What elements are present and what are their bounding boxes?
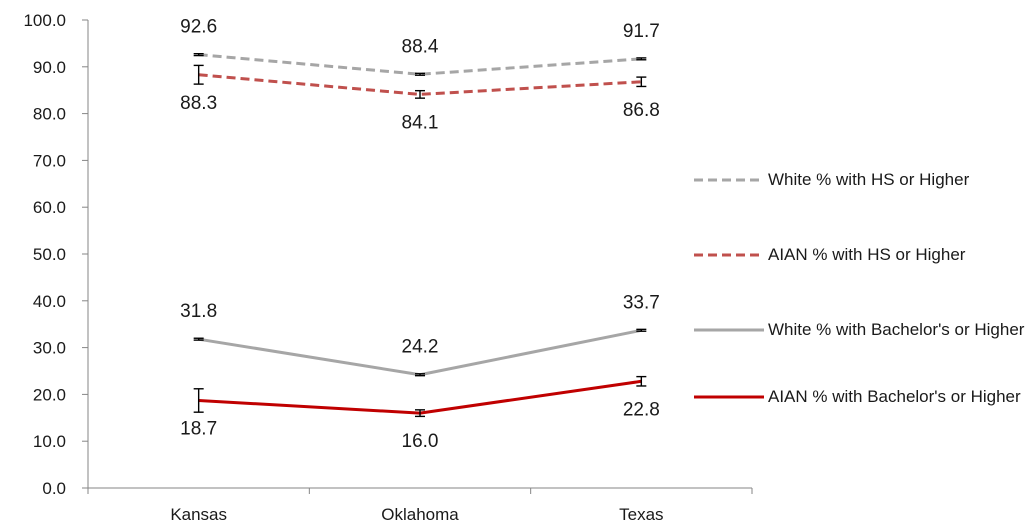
data-label: 92.6	[180, 17, 217, 38]
y-tick-label: 60.0	[33, 198, 66, 217]
y-tick-label: 50.0	[33, 245, 66, 264]
series-line	[198, 379, 642, 415]
x-tick-label: Texas	[619, 505, 663, 524]
data-label: 24.2	[402, 337, 439, 358]
series-4: 18.7 16.0 22.8	[180, 375, 660, 452]
legend-swatch-white-bachelors	[694, 328, 764, 332]
y-tick-label: 80.0	[33, 105, 66, 124]
y-tick-label: 70.0	[33, 151, 66, 170]
x-tick-label: Kansas	[170, 505, 227, 524]
data-label: 22.8	[623, 399, 660, 420]
y-tick-label: 40.0	[33, 292, 66, 311]
x-tick-label: Oklahoma	[381, 505, 459, 524]
data-label: 91.7	[623, 21, 660, 42]
legend-item-aian-hs: AIAN % with HS or Higher	[692, 243, 1034, 266]
series-line	[198, 73, 642, 96]
legend-label-aian-bachelors: AIAN % with Bachelor's or Higher	[768, 387, 1021, 406]
y-tick-label: 10.0	[33, 432, 66, 451]
series-line	[198, 53, 642, 76]
data-label: 88.4	[402, 36, 439, 57]
legend-swatch-white-hs	[694, 178, 764, 182]
series-1: 92.6 88.4 91.7	[180, 17, 660, 76]
data-label: 84.1	[402, 112, 439, 133]
series-2: 88.3 84.1 86.8	[180, 64, 660, 133]
data-label: 88.3	[180, 93, 217, 114]
legend-label-aian-hs: AIAN % with HS or Higher	[768, 245, 966, 264]
data-label: 86.8	[623, 100, 660, 121]
data-label: 16.0	[402, 431, 439, 452]
legend-item-aian-bachelors: AIAN % with Bachelor's or Higher	[692, 385, 1034, 408]
legend-swatch-aian-bachelors	[694, 395, 764, 399]
legend-item-white-bachelors: White % with Bachelor's or Higher	[692, 318, 1034, 341]
y-tick-label: 0.0	[42, 479, 66, 498]
y-tick-label: 30.0	[33, 339, 66, 358]
data-label: 18.7	[180, 418, 217, 439]
legend-label-white-bachelors: White % with Bachelor's or Higher	[768, 320, 1025, 339]
y-tick-label: 20.0	[33, 385, 66, 404]
series-3: 31.8 24.2 33.7	[180, 292, 660, 377]
data-label: 33.7	[623, 292, 660, 313]
legend: White % with HS or Higher AIAN % with HS…	[692, 0, 1034, 527]
y-tick-label: 100.0	[23, 11, 66, 30]
legend-swatch-aian-hs	[694, 253, 764, 257]
y-tick-label: 90.0	[33, 58, 66, 77]
legend-item-white-hs: White % with HS or Higher	[692, 168, 1034, 191]
data-label: 31.8	[180, 301, 217, 322]
legend-label-white-hs: White % with HS or Higher	[768, 170, 970, 189]
